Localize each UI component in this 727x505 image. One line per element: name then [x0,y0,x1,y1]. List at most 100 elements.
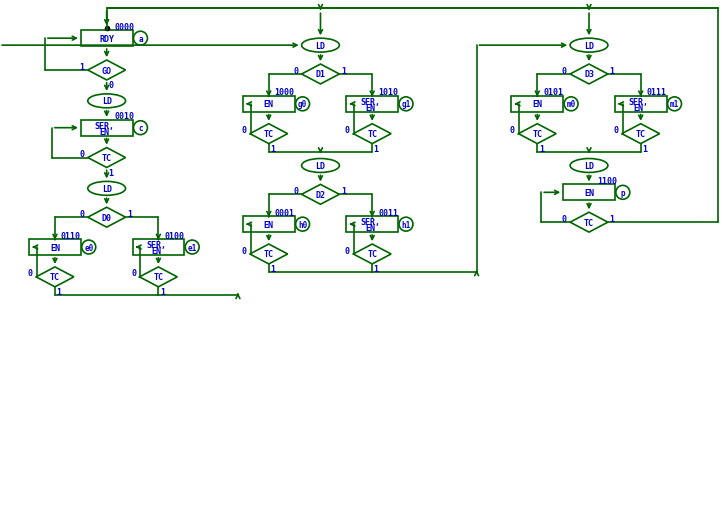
Text: SER,: SER, [95,122,115,130]
Text: EN: EN [264,220,274,229]
Text: 1: 1 [609,214,614,223]
Text: 1: 1 [270,145,276,154]
Circle shape [667,97,681,112]
Ellipse shape [570,39,608,53]
Circle shape [399,218,413,232]
Polygon shape [302,65,340,85]
Text: 1: 1 [108,169,113,178]
Text: 0: 0 [79,209,84,218]
Text: 1: 1 [539,145,544,154]
Polygon shape [88,148,126,168]
Text: 0010: 0010 [115,112,134,121]
Text: 0: 0 [293,186,298,195]
Bar [81,121,132,136]
Circle shape [134,32,148,46]
Text: EN: EN [365,104,375,113]
Text: EN: EN [365,224,375,233]
Text: TC: TC [635,130,646,139]
Text: 1: 1 [57,288,61,297]
Bar [511,96,563,113]
Text: g1: g1 [401,100,411,109]
Text: TC: TC [264,130,274,139]
Text: 1000: 1000 [275,88,294,97]
Text: GO: GO [102,66,112,75]
Text: 0: 0 [241,246,246,255]
Text: D3: D3 [584,70,594,79]
Text: m0: m0 [566,100,576,109]
Ellipse shape [88,94,126,109]
Circle shape [134,122,148,135]
Text: 0: 0 [562,214,566,223]
Text: LD: LD [316,41,326,51]
Polygon shape [250,244,288,265]
Text: TC: TC [584,218,594,227]
Text: 1100: 1100 [597,177,617,185]
Text: p: p [621,188,625,197]
Circle shape [616,186,630,200]
Text: TC: TC [50,273,60,282]
Text: 0110: 0110 [61,231,81,240]
Text: h0: h0 [298,220,308,229]
Text: TC: TC [264,250,274,259]
Text: SER,: SER, [146,240,166,249]
Bar [346,96,398,113]
Text: 1: 1 [79,63,84,71]
Circle shape [185,240,199,255]
Text: TC: TC [532,130,542,139]
Circle shape [82,240,96,255]
Polygon shape [250,124,288,144]
Text: 0: 0 [562,66,566,75]
Text: 0001: 0001 [275,208,294,217]
Text: 0: 0 [131,269,136,278]
Bar [132,239,184,256]
Text: 0: 0 [28,269,33,278]
Text: LD: LD [102,184,112,193]
Text: LD: LD [584,41,594,51]
Text: 0: 0 [293,66,298,75]
Text: D2: D2 [316,190,326,199]
Polygon shape [570,65,608,85]
Circle shape [564,97,578,112]
Polygon shape [622,124,659,144]
Text: 0: 0 [345,126,350,135]
Polygon shape [36,267,74,287]
Text: 1: 1 [374,145,379,154]
Text: 0: 0 [510,126,515,135]
Text: LD: LD [584,162,594,171]
Text: D1: D1 [316,70,326,79]
Text: h1: h1 [401,220,411,229]
Text: EN: EN [100,127,110,136]
Ellipse shape [302,159,340,173]
Bar [243,217,294,233]
Ellipse shape [570,159,608,173]
Text: 0011: 0011 [378,208,398,217]
Text: EN: EN [151,246,161,256]
Polygon shape [88,61,126,81]
Text: SER,: SER, [629,97,648,107]
Polygon shape [353,124,391,144]
Text: SER,: SER, [360,97,380,107]
Text: 0: 0 [241,126,246,135]
Text: LD: LD [102,97,112,106]
Text: 0: 0 [345,246,350,255]
Text: 1: 1 [642,145,647,154]
Text: TC: TC [367,250,377,259]
Polygon shape [570,213,608,233]
Text: EN: EN [50,243,60,252]
Polygon shape [140,267,177,287]
Text: TC: TC [367,130,377,139]
Text: TC: TC [102,154,112,163]
Text: EN: EN [634,104,643,113]
Text: 0100: 0100 [164,231,184,240]
Bar [563,185,615,201]
Text: EN: EN [264,100,274,109]
Text: 0111: 0111 [646,88,667,97]
Circle shape [296,97,310,112]
Text: EN: EN [584,188,594,197]
Polygon shape [353,244,391,265]
Text: 0101: 0101 [543,88,563,97]
Text: 0: 0 [614,126,619,135]
Text: D0: D0 [102,213,112,222]
Polygon shape [518,124,556,144]
Bar [81,31,132,47]
